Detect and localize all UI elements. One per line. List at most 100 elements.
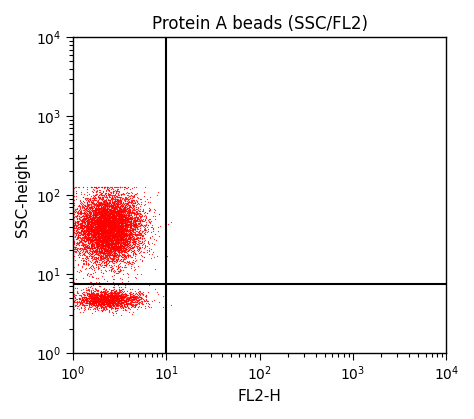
Point xyxy=(111,227,118,234)
Point xyxy=(106,210,114,216)
Point xyxy=(121,193,128,200)
Point xyxy=(167,218,174,225)
Point xyxy=(76,231,83,238)
Point xyxy=(86,236,94,243)
Point xyxy=(98,199,105,206)
Point xyxy=(113,292,121,299)
Point xyxy=(144,216,152,223)
Point xyxy=(113,213,121,220)
Point xyxy=(69,234,76,241)
Point xyxy=(122,300,130,307)
Point xyxy=(100,300,107,307)
Point xyxy=(79,224,87,231)
Point xyxy=(111,219,118,225)
Point xyxy=(91,229,99,236)
Point xyxy=(129,302,137,309)
Point xyxy=(114,211,122,217)
Point xyxy=(83,290,91,297)
Point xyxy=(80,243,88,250)
Point xyxy=(79,232,86,238)
Point xyxy=(81,233,88,240)
Point xyxy=(86,300,94,307)
Point xyxy=(109,298,117,305)
Point xyxy=(107,297,115,304)
Point xyxy=(95,249,103,256)
Point xyxy=(99,235,106,241)
Point xyxy=(112,220,120,227)
Point xyxy=(115,289,122,296)
Point xyxy=(109,217,117,223)
Point xyxy=(101,244,109,251)
Point xyxy=(122,222,129,229)
Point xyxy=(105,250,112,256)
Point xyxy=(110,293,118,300)
Point xyxy=(91,295,99,302)
Point xyxy=(138,252,146,259)
Point xyxy=(140,296,147,303)
Point xyxy=(106,199,113,206)
Point xyxy=(128,223,135,230)
Point xyxy=(106,221,113,228)
Point xyxy=(87,206,94,212)
Point xyxy=(87,215,94,221)
Point xyxy=(132,293,139,300)
Point xyxy=(121,221,129,228)
Point xyxy=(106,251,114,258)
Point xyxy=(91,253,98,260)
Point xyxy=(90,235,97,241)
Point xyxy=(113,257,120,264)
Point xyxy=(121,197,128,204)
Point xyxy=(101,225,109,232)
Point xyxy=(101,223,109,230)
Point xyxy=(131,214,138,220)
Point xyxy=(69,229,76,236)
Point xyxy=(125,247,133,253)
Point xyxy=(112,228,120,235)
Point xyxy=(116,229,124,235)
Point xyxy=(100,202,107,209)
Point xyxy=(104,303,112,309)
Point xyxy=(107,264,115,270)
Point xyxy=(103,204,110,211)
Point xyxy=(100,234,107,241)
Point xyxy=(113,202,120,209)
Point xyxy=(133,200,141,207)
Point xyxy=(87,242,94,249)
Point xyxy=(155,210,163,217)
Point xyxy=(87,241,95,248)
Point xyxy=(69,231,76,238)
Point xyxy=(81,223,88,230)
Point xyxy=(95,234,103,241)
Point xyxy=(133,256,140,263)
Point xyxy=(133,222,140,229)
Point xyxy=(95,295,103,301)
Point xyxy=(97,259,105,266)
Point xyxy=(89,237,97,244)
Point xyxy=(134,226,142,233)
Point xyxy=(101,228,109,235)
Point xyxy=(97,299,105,306)
Point xyxy=(118,225,126,232)
Point xyxy=(109,217,116,224)
Point xyxy=(87,234,95,241)
Point xyxy=(117,216,125,222)
Point xyxy=(105,292,112,299)
Point xyxy=(93,251,101,257)
Point xyxy=(124,239,131,246)
Point xyxy=(125,193,133,200)
Point xyxy=(91,228,99,235)
Point xyxy=(121,196,128,202)
Point xyxy=(130,290,137,297)
Point xyxy=(115,299,122,305)
Point xyxy=(118,225,126,232)
Point xyxy=(89,217,96,224)
Point xyxy=(127,220,135,226)
Point xyxy=(140,222,147,229)
Point xyxy=(69,291,76,298)
Point xyxy=(79,225,87,231)
Point xyxy=(123,231,130,238)
Point xyxy=(93,242,101,249)
Point xyxy=(138,300,146,307)
Point xyxy=(96,293,104,300)
Point xyxy=(129,199,137,206)
